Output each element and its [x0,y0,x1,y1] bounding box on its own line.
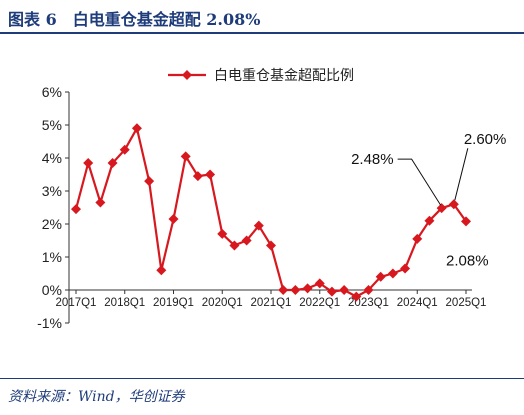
x-tick-label: 2020Q1 [202,297,243,309]
data-point [436,203,447,214]
data-point [400,263,411,274]
data-point [168,214,179,225]
y-tick-label: 3% [42,183,62,199]
x-tick-label: 2025Q1 [446,297,487,309]
x-tick-label: 2022Q1 [299,297,340,309]
data-point [83,157,94,168]
y-tick-label: 0% [42,282,62,298]
y-tick-label: -1% [37,315,62,331]
series-line [74,127,467,298]
line-chart: -1% 0% 1% 2% 3% 4% 5% 6% 2017Q1 2018Q1 2019Q1 2020Q… [37,67,507,331]
annotation-leader [397,158,442,206]
data-point [266,240,276,251]
data-point [448,199,459,210]
data-point [253,220,264,231]
title-rule [0,32,524,34]
x-tick-label: 2019Q1 [153,297,194,309]
data-point [95,197,106,208]
data-point [387,268,398,279]
data-point [363,285,374,295]
data-point [156,265,167,276]
data-point [314,278,325,289]
annotation-label: 2.48% [351,151,394,168]
data-point [144,176,155,187]
annotation-label: 2.60% [464,131,507,148]
x-tick-label: 2023Q1 [348,297,389,309]
data-point [461,216,471,227]
x-tick-label: 2024Q1 [397,297,438,309]
data-point [107,157,118,168]
data-point [351,291,362,302]
x-tick-label: 2021Q1 [251,297,292,309]
legend-marker [182,70,192,80]
data-point [192,171,203,182]
y-tick-label: 4% [42,150,62,166]
x-tick-label: 2017Q1 [56,297,97,309]
source-rule [0,378,524,379]
data-point [241,235,252,246]
annotation-leader [454,148,469,201]
figure-title: 图表 6 白电重仓基金超配 2.08% [8,10,261,29]
y-tick-label: 6% [42,84,62,100]
data-point [217,228,228,239]
legend-label: 白电重仓基金超配比例 [214,67,354,83]
data-point [229,240,240,251]
source-note: 资料来源：Wind，华创证券 [8,389,185,405]
data-point [71,204,81,215]
data-point [205,169,216,180]
annotation-label: 2.08% [446,252,489,269]
y-tick-label: 2% [42,216,62,232]
data-point [278,285,289,295]
data-point [326,286,337,297]
data-point [302,283,313,294]
data-point [339,285,350,295]
data-point [375,271,386,282]
data-point [119,144,130,155]
x-tick-label: 2018Q1 [104,297,145,309]
data-point [131,123,142,134]
data-point [412,233,423,244]
y-tick-label: 1% [42,249,62,265]
data-point [424,215,435,226]
data-point [180,151,191,162]
y-tick-label: 5% [42,117,62,133]
data-point [290,285,301,295]
